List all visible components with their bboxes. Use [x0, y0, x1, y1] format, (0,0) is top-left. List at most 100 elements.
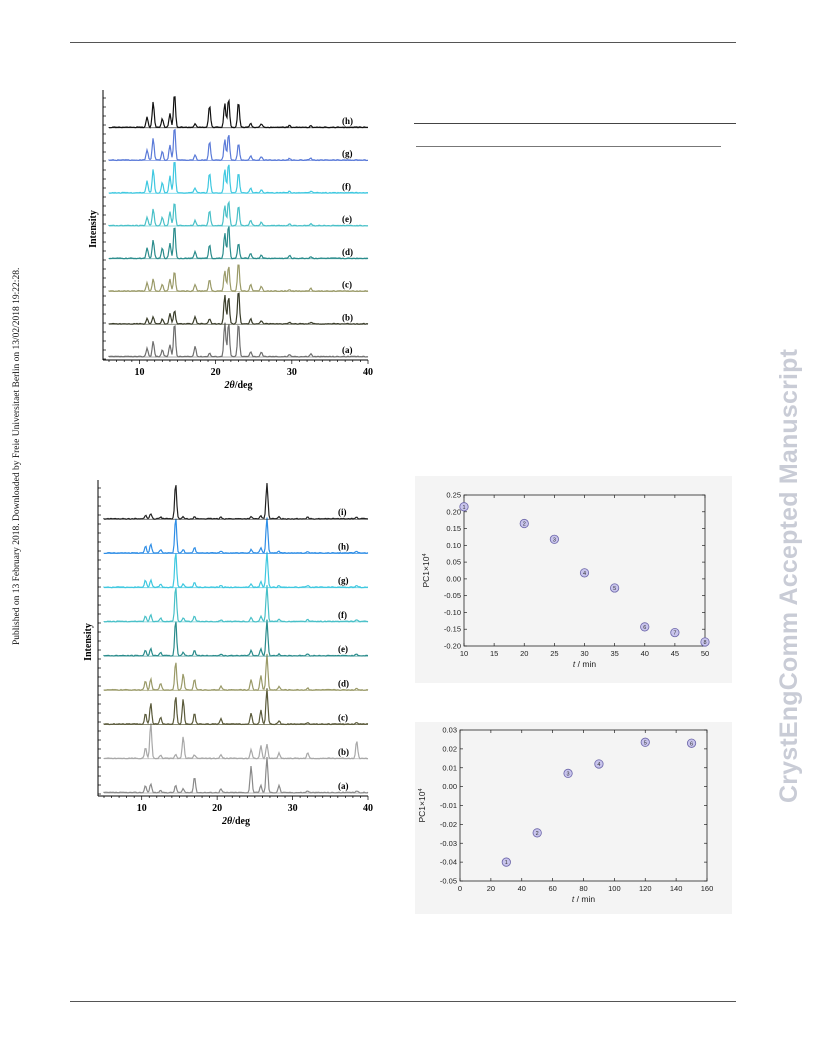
x-axis-label: t / min: [573, 659, 596, 669]
x-tick-label: 10: [134, 367, 144, 378]
series-trace: [108, 226, 369, 260]
series-label: (a): [342, 345, 353, 355]
y-tick-label: -0.20: [444, 642, 461, 651]
data-point-label: 4: [583, 571, 586, 577]
x-tick-label: 25: [550, 649, 558, 658]
x-tick-label: 35: [610, 649, 618, 658]
table-header-rule: [416, 146, 721, 147]
data-point: [579, 568, 590, 578]
x-axis-label: t / min: [572, 894, 595, 904]
y-tick-label: -0.04: [440, 858, 457, 867]
y-tick-label: -0.05: [444, 591, 461, 600]
data-point-label: 1: [462, 505, 465, 511]
series-label: (i): [338, 507, 347, 517]
plot-frame: [459, 729, 708, 882]
series-label: (d): [338, 678, 349, 688]
data-point-label: 8: [703, 640, 706, 646]
series-label: (c): [342, 280, 352, 290]
series-label: (h): [342, 116, 353, 126]
series-label: (e): [342, 214, 352, 224]
y-tick-label: -0.05: [440, 877, 457, 886]
series-trace: [103, 653, 369, 692]
series-trace: [108, 200, 369, 227]
data-point-label: 6: [643, 625, 646, 631]
x-tick-label: 30: [580, 649, 588, 658]
x-tick-label: 30: [288, 803, 298, 814]
x-tick-label: 10: [137, 803, 147, 814]
y-tick-label: 0.00: [442, 782, 457, 791]
y-axis-label: PC1×104: [417, 788, 427, 822]
data-point: [519, 518, 529, 529]
data-point-label: 7: [673, 631, 676, 637]
pca-panel-2-background: [415, 722, 732, 914]
x-tick-label: 0: [458, 884, 462, 893]
series-label: (f): [338, 610, 347, 620]
data-point-label: 3: [553, 537, 556, 543]
data-point: [686, 738, 697, 748]
data-point-label: 2: [523, 522, 526, 528]
data-point-label: 4: [597, 762, 600, 768]
data-point-label: 6: [690, 741, 693, 747]
x-tick-label: 40: [641, 649, 649, 658]
series-trace: [108, 96, 368, 129]
y-axis-label: Intensity: [88, 210, 99, 248]
x-tick-label: 30: [287, 367, 297, 378]
x-axis-label: 2θ/deg: [224, 380, 253, 391]
data-point: [640, 737, 650, 747]
series-trace: [103, 756, 369, 794]
x-tick-label: 80: [579, 884, 587, 893]
series-label: (c): [338, 713, 348, 723]
data-point: [532, 828, 542, 838]
x-tick-label: 120: [639, 884, 652, 893]
series-trace: [103, 619, 368, 657]
data-point-label: 5: [613, 586, 616, 592]
data-point-label: 1: [505, 860, 508, 866]
data-point-label: 3: [567, 772, 570, 778]
series-trace: [103, 688, 369, 726]
x-tick-label: 20: [520, 649, 528, 658]
series-trace: [108, 161, 369, 194]
data-point: [670, 627, 680, 638]
series-trace: [108, 128, 368, 162]
x-tick-label: 40: [363, 803, 373, 814]
y-tick-label: 0.25: [446, 491, 461, 500]
x-tick-label: 20: [211, 367, 221, 378]
x-tick-label: 40: [363, 367, 373, 378]
x-tick-label: 100: [608, 884, 621, 893]
series-label: (g): [342, 149, 353, 159]
y-tick-label: 0.01: [442, 763, 457, 772]
series-label: (d): [342, 247, 353, 257]
data-point-label: 5: [644, 740, 647, 746]
data-point: [700, 637, 710, 647]
x-tick-label: 20: [487, 884, 495, 893]
x-tick-label: 20: [212, 803, 222, 814]
x-tick-label: 10: [460, 649, 468, 658]
series-label: (g): [338, 576, 349, 586]
footer-rule: [70, 1001, 736, 1002]
y-tick-label: -0.01: [440, 801, 457, 810]
x-tick-label: 15: [490, 649, 498, 658]
series-label: (b): [338, 747, 349, 757]
pca-panel-1-background: [415, 476, 732, 683]
y-tick-label: 0.15: [446, 524, 461, 533]
y-tick-label: -0.02: [440, 820, 457, 829]
data-point: [459, 502, 469, 512]
series-label: (e): [338, 644, 348, 654]
data-point: [563, 768, 573, 779]
x-tick-label: 60: [548, 884, 556, 893]
series-label: (f): [342, 181, 351, 191]
x-tick-label: 160: [701, 884, 714, 893]
data-point: [594, 759, 604, 769]
series-label: (a): [338, 781, 349, 791]
x-tick-label: 50: [701, 649, 709, 658]
y-tick-label: 0.05: [446, 558, 461, 567]
header-rule: [70, 42, 736, 43]
x-axis-label: 2θ/deg: [221, 816, 250, 827]
table-top-rule: [414, 123, 736, 124]
series-label: (h): [338, 541, 349, 551]
y-tick-label: -0.10: [444, 608, 461, 617]
y-axis-label: PC1×104: [421, 553, 431, 587]
